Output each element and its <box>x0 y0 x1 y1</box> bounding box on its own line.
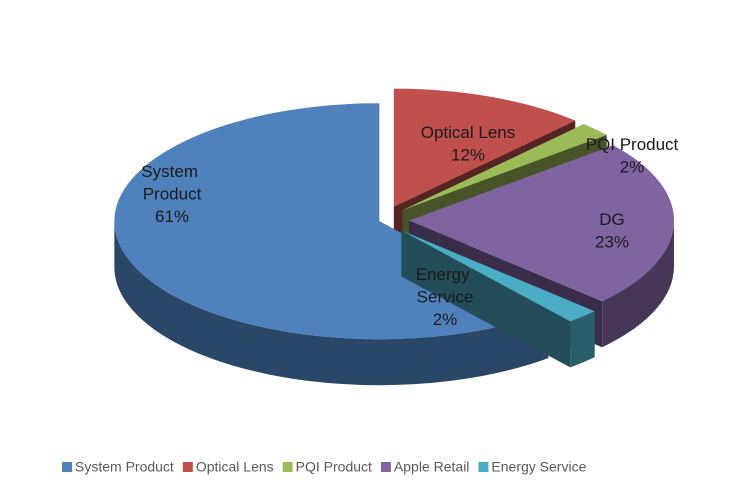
legend-swatch <box>478 462 489 472</box>
legend-swatch <box>380 462 391 472</box>
slice-top <box>393 88 576 207</box>
slice-top <box>408 145 674 302</box>
value-label: 2% <box>433 310 458 329</box>
slice-side <box>570 311 595 368</box>
legend-swatch <box>182 462 193 472</box>
slice-label: System Product <box>141 162 202 204</box>
legend-text: Energy Service <box>491 459 586 475</box>
legend-swatch <box>282 462 293 472</box>
legend-text: Optical Lens <box>196 459 274 475</box>
slice-label: Energy Service <box>416 265 475 307</box>
legend-text: Apple Retail <box>394 459 470 475</box>
slice-wall <box>401 230 571 368</box>
value-label: 23% <box>595 233 629 252</box>
slice-top <box>401 230 595 322</box>
slice <box>401 230 595 368</box>
slice-label: DG <box>599 210 625 229</box>
slice-side <box>114 221 549 386</box>
legend-text: PQI Product <box>296 459 372 475</box>
slice-label: PQI Product <box>586 135 679 154</box>
slice-label: Optical Lens <box>421 123 516 142</box>
legend-swatch <box>62 462 72 472</box>
legend-text: System Product <box>75 459 174 475</box>
slice-side <box>602 220 674 348</box>
slice-top <box>402 124 607 211</box>
value-label: 2% <box>620 158 645 177</box>
value-label: 61% <box>155 207 189 226</box>
value-label: 12% <box>451 146 485 165</box>
